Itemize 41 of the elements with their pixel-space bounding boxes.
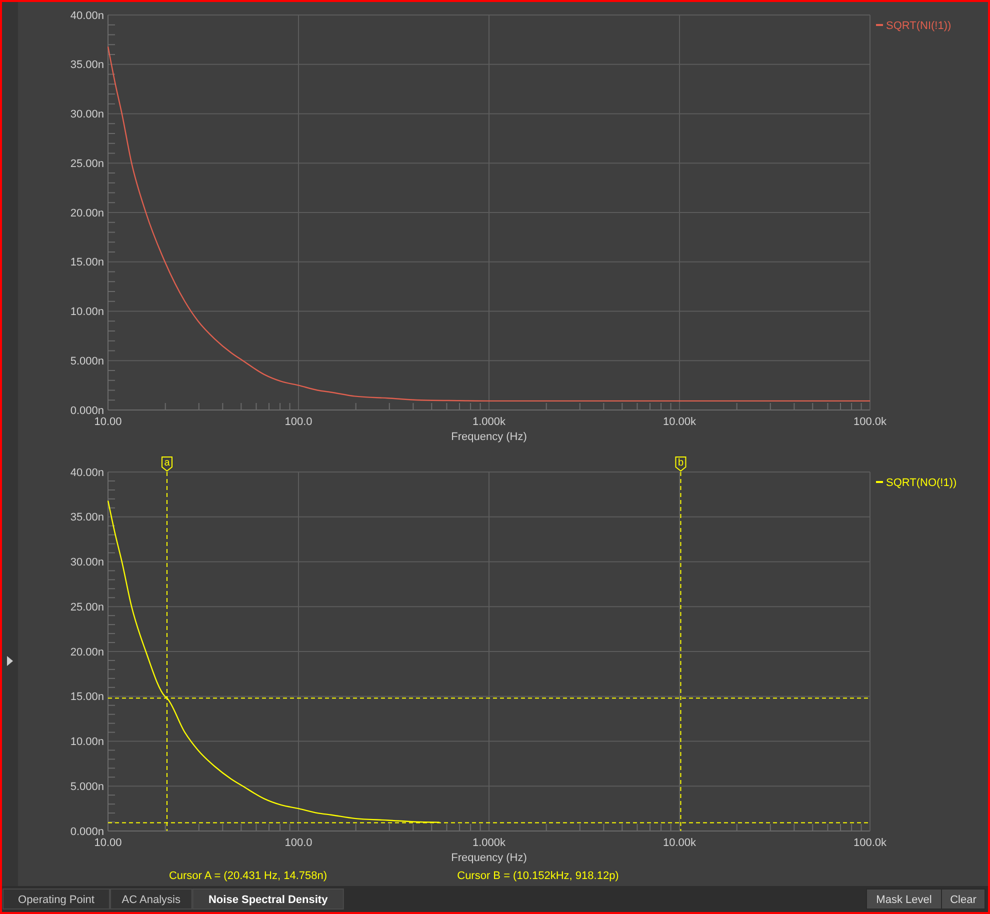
legend-label: SQRT(NO(!1))	[886, 476, 957, 489]
x-tick-label: 100.0	[284, 416, 312, 428]
y-tick-label: 0.000n	[70, 404, 104, 417]
y-tick-label: 10.00n	[70, 736, 104, 748]
y-tick-label: 25.00n	[70, 601, 104, 614]
text: Cursor B = (10.152kHz, 918.12p)	[457, 870, 619, 882]
text: Mask Level	[876, 894, 932, 906]
x-tick-label: 1.000k	[472, 416, 506, 428]
x-tick-label: 10.00k	[662, 837, 697, 849]
y-tick-label: 10.00n	[70, 306, 104, 318]
y-tick-label: 30.00n	[70, 108, 104, 121]
y-tick-label: 5.000n	[70, 355, 104, 368]
x-tick-label: 1.000k	[472, 837, 506, 849]
x-axis-title: Frequency (Hz)	[451, 431, 527, 443]
ref-line-label: a	[164, 458, 170, 468]
x-tick-label: 100.0k	[853, 416, 888, 428]
y-tick-label: 15.00n	[70, 691, 104, 704]
legend-label: SQRT(NI(!1))	[886, 20, 952, 32]
y-tick-label: 5.000n	[70, 780, 104, 793]
ref-line-label: b	[678, 458, 684, 468]
y-tick-label: 40.00n	[70, 10, 104, 22]
text: Operating Point	[18, 894, 94, 906]
y-tick-label: 0.000n	[70, 826, 104, 838]
x-axis-title: Frequency (Hz)	[451, 852, 527, 864]
x-tick-label: 10.00	[94, 416, 122, 428]
y-tick-label: 20.00n	[70, 207, 104, 220]
x-tick-label: 100.0	[284, 837, 312, 849]
y-tick-label: 35.00n	[70, 59, 104, 72]
y-tick-label: 20.00n	[70, 646, 104, 658]
x-tick-label: 10.00	[94, 837, 122, 849]
text: Cursor A = (20.431 Hz, 14.758n)	[168, 870, 328, 882]
y-tick-label: 40.00n	[70, 466, 104, 479]
y-tick-label: 15.00n	[70, 256, 104, 269]
y-tick-label: 35.00n	[70, 512, 104, 524]
y-tick-label: 25.00n	[70, 158, 104, 170]
text: Noise Spectral Density	[208, 894, 329, 906]
y-tick-label: 30.00n	[70, 556, 104, 569]
x-tick-label: 10.00k	[662, 416, 697, 428]
text: Clear	[950, 894, 977, 906]
x-tick-label: 100.0k	[853, 837, 888, 849]
text: AC Analysis	[122, 894, 181, 906]
